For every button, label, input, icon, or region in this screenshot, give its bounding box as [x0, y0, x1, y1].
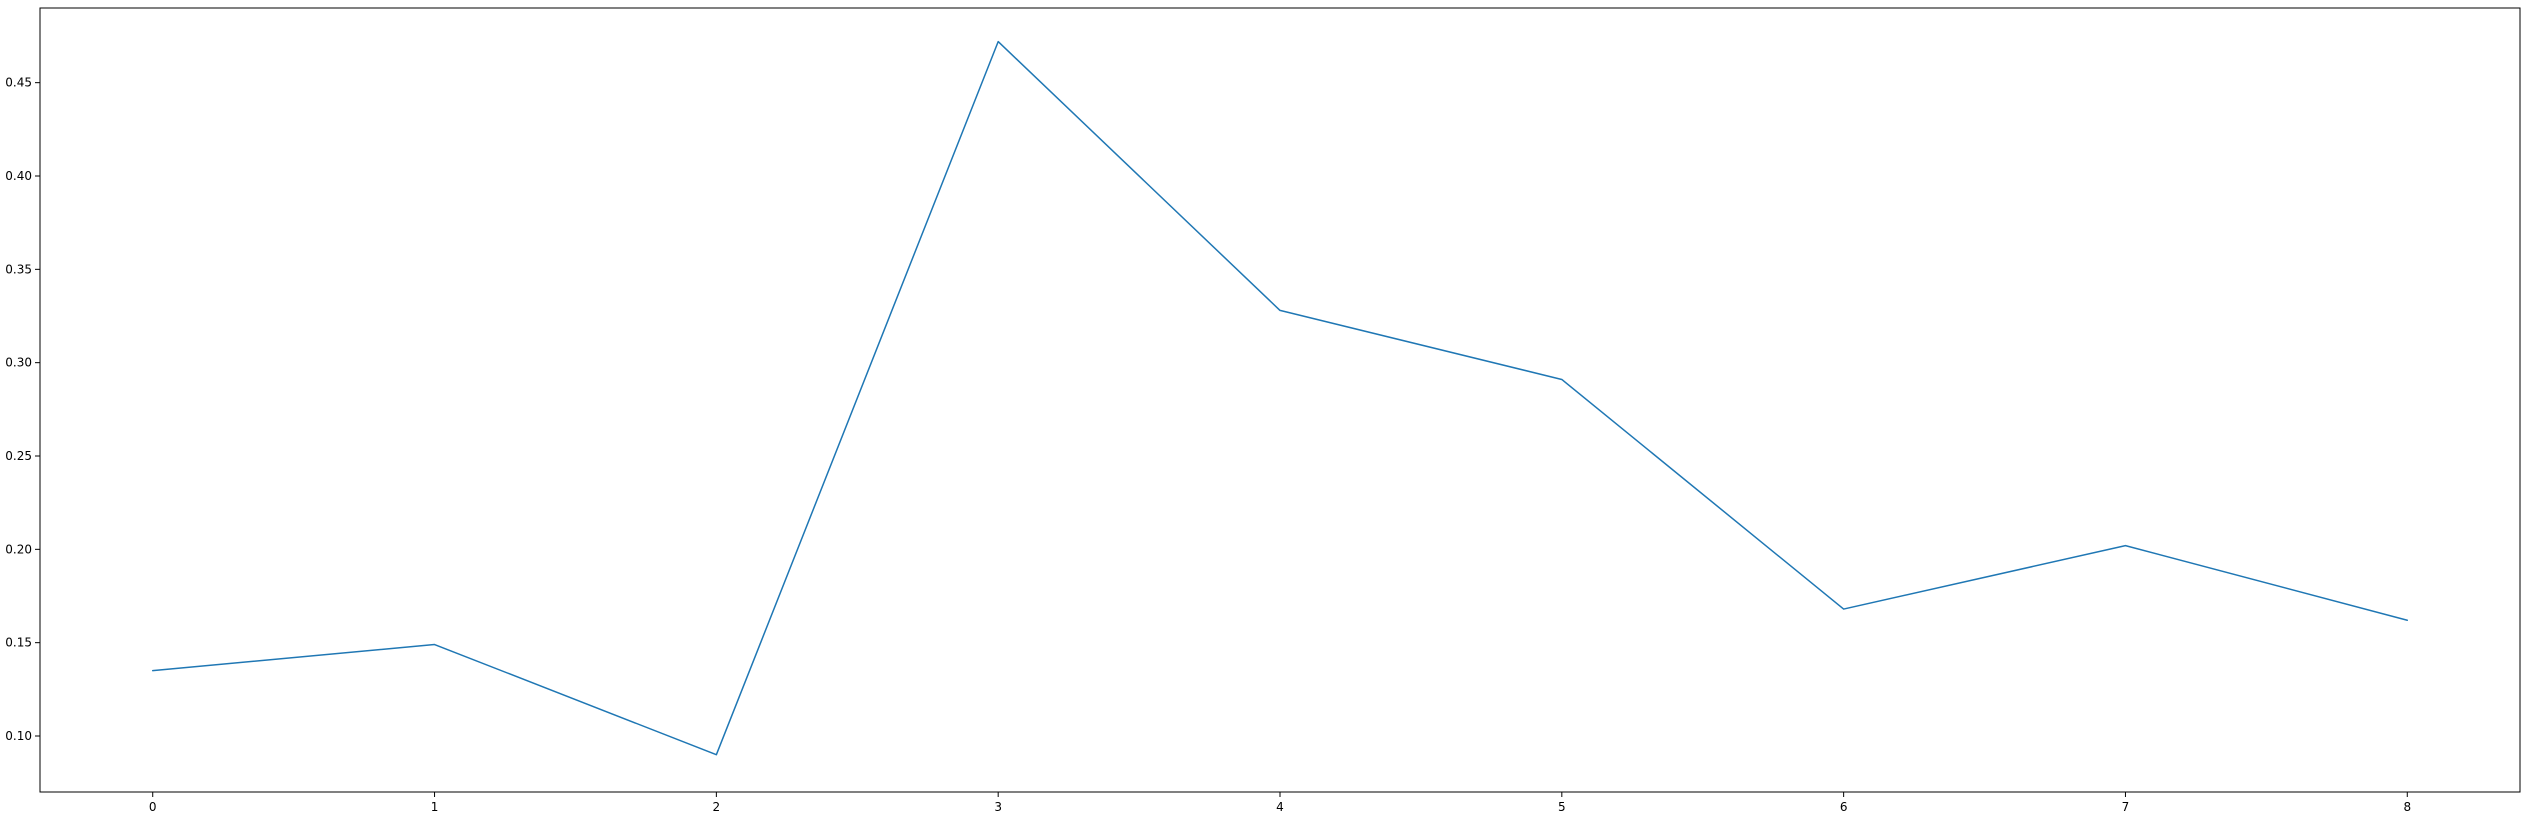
x-tick-label: 3 [994, 800, 1002, 814]
plot-frame [39, 7, 2521, 793]
y-tick-label: 0.30 [5, 356, 32, 370]
x-tick-label: 2 [713, 800, 721, 814]
series [151, 40, 2409, 756]
y-tick-label: 0.15 [5, 636, 32, 650]
x-tick-label: 0 [149, 800, 157, 814]
axes [39, 7, 2521, 793]
series-line [151, 40, 2409, 756]
y-tick-label: 0.20 [5, 542, 32, 556]
x-tick-label: 5 [1558, 800, 1566, 814]
ticks: 0 1 2 3 4 5 6 7 8 0.10 0.15 0.20 0.25 0.30 0.35 0.40 0.4… [5, 76, 2411, 814]
y-tick-label: 0.10 [5, 729, 32, 743]
x-tick-label: 4 [1276, 800, 1284, 814]
x-tick-label: 7 [2122, 800, 2130, 814]
x-tick-label: 1 [431, 800, 439, 814]
y-tick-label: 0.25 [5, 449, 32, 463]
x-tick-label: 6 [1840, 800, 1848, 814]
y-tick-label: 0.45 [5, 76, 32, 90]
y-tick-label: 0.40 [5, 169, 32, 183]
x-tick-label: 8 [2403, 800, 2411, 814]
y-tick-label: 0.35 [5, 262, 32, 276]
